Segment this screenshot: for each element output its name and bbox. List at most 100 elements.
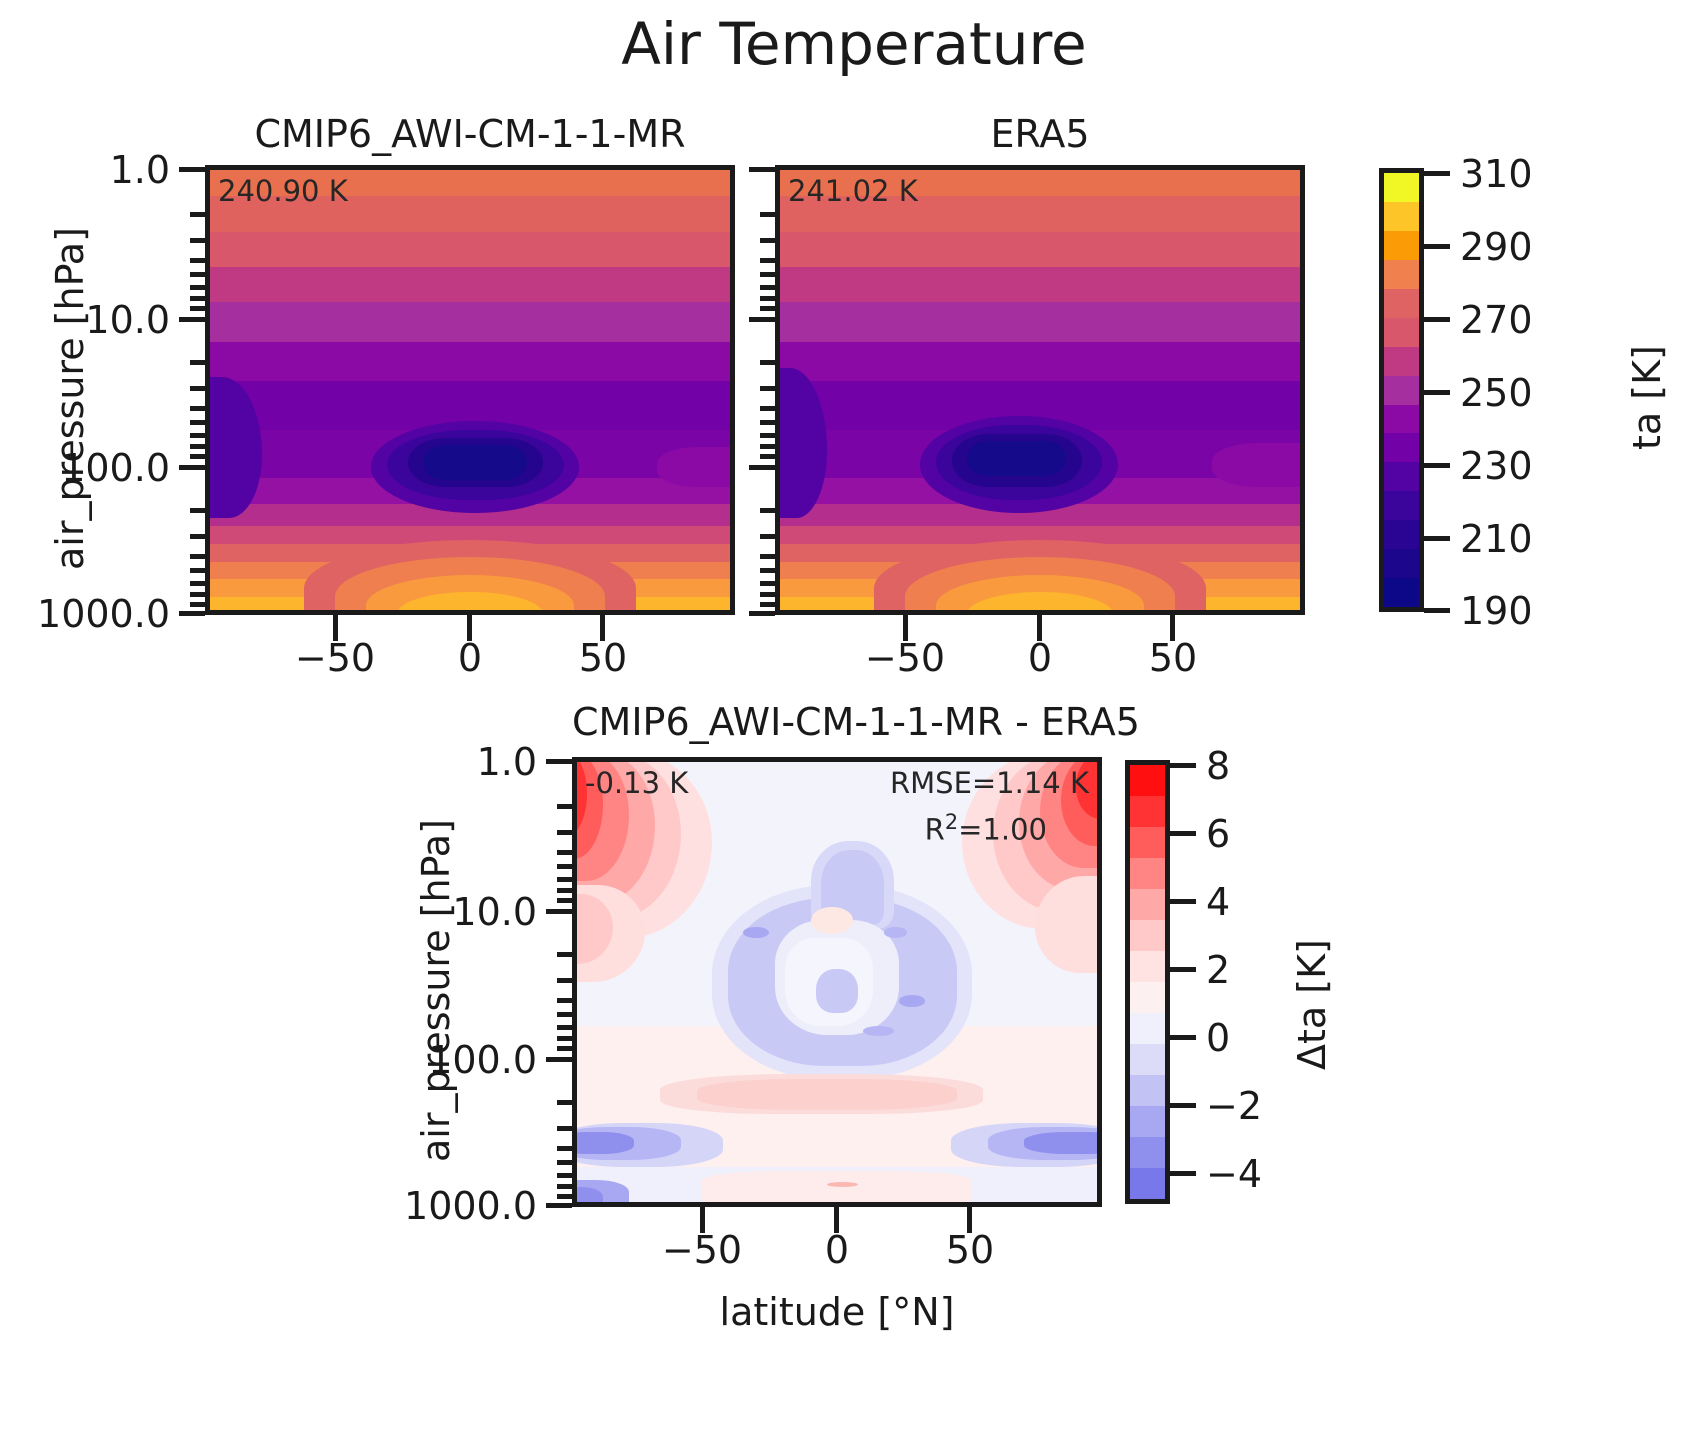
reference-xtick-label-0: 0	[1027, 636, 1053, 680]
reference-ytick-minor	[760, 554, 775, 559]
model-ytick-minor	[190, 306, 205, 311]
main-cbar-label-310: 310	[1460, 152, 1533, 196]
difference-xtick-neg50	[700, 1207, 705, 1233]
reference-xtick-neg50	[903, 615, 908, 641]
reference-ytick-minor	[760, 285, 775, 290]
model-xtick-0	[467, 615, 472, 641]
diff-cbar-tick-8	[1170, 763, 1196, 768]
difference-ytick-minor	[557, 1160, 572, 1165]
difference-ytick-minor	[557, 998, 572, 1003]
reference-xtick-0	[1037, 615, 1042, 641]
reference-xtick-label-neg50: −50	[864, 636, 946, 680]
cbar-segment	[1384, 578, 1419, 607]
diff-cbar-segment	[1130, 1075, 1165, 1107]
reference-ytick-minor	[760, 592, 775, 597]
model-ytick-minor	[190, 444, 205, 449]
difference-colorbar	[1125, 760, 1170, 1204]
diff-cbar-segment	[1130, 765, 1165, 797]
difference-ytick-minor	[557, 888, 572, 893]
reference-ytick-minor	[760, 360, 775, 365]
main-cbar-axis-label: ta [K]	[1625, 345, 1669, 450]
reference-panel-title: ERA5	[990, 112, 1090, 156]
difference-ytick-minor	[557, 1173, 572, 1178]
cbar-segment	[1384, 375, 1419, 405]
cbar-segment	[1384, 201, 1419, 231]
reference-ytick-minor	[760, 508, 775, 513]
difference-ytick-minor	[557, 804, 572, 809]
diff-cbar-segment	[1130, 982, 1165, 1014]
difference-xtick-50	[967, 1207, 972, 1233]
difference-ytick-minor	[557, 877, 572, 882]
model-ytick-1	[179, 167, 205, 172]
difference-mean-annotation: -0.13 K	[585, 766, 689, 800]
model-y-axis-label: air_pressure [hPa]	[48, 227, 92, 570]
reference-mean-annotation: 241.02 K	[788, 174, 918, 208]
diff-cbar-tick-2	[1170, 967, 1196, 972]
model-xtick-label-neg50: −50	[294, 636, 376, 680]
difference-xtick-0	[834, 1207, 839, 1233]
model-ytick-label-10: 10.0	[85, 298, 170, 342]
difference-ytick-minor	[557, 1025, 572, 1030]
main-cbar-tick-290	[1424, 244, 1450, 249]
cbar-segment	[1384, 173, 1419, 202]
model-ytick-minor	[190, 406, 205, 411]
main-cbar-label-290: 290	[1460, 225, 1533, 269]
reference-ytick-1	[749, 167, 775, 172]
diff-cbar-segment	[1130, 1168, 1165, 1199]
cbar-segment	[1384, 346, 1419, 376]
difference-ytick-label-1000: 1000.0	[404, 1184, 537, 1228]
model-xtick-label-0: 0	[457, 636, 483, 680]
main-cbar-tick-230	[1424, 463, 1450, 468]
model-ytick-minor	[190, 420, 205, 425]
model-contour-blobs	[210, 170, 730, 610]
cbar-segment	[1384, 259, 1419, 289]
main-cbar-tick-270	[1424, 317, 1450, 322]
difference-ytick-minor	[557, 1012, 572, 1017]
reference-ytick-minor	[760, 238, 775, 243]
model-ytick-10	[179, 317, 205, 322]
difference-x-axis-label: latitude [°N]	[719, 1290, 955, 1334]
difference-ytick-minor	[557, 1184, 572, 1189]
reference-xtick-50	[1170, 615, 1175, 641]
reference-xtick-label-50: 50	[1148, 636, 1198, 680]
reference-ytick-minor	[760, 406, 775, 411]
diff-cbar-label-neg2: −2	[1206, 1084, 1263, 1128]
model-mean-annotation: 240.90 K	[218, 174, 348, 208]
r2-exponent: 2	[944, 810, 959, 834]
reference-panel-axes: 241.02 K	[775, 165, 1305, 615]
main-cbar-tick-190	[1424, 608, 1450, 613]
diff-cbar-label-2: 2	[1206, 948, 1231, 992]
difference-xtick-label-0: 0	[824, 1228, 850, 1272]
model-ytick-minor	[190, 212, 205, 217]
reference-ytick-100	[749, 465, 775, 470]
main-cbar-label-250: 250	[1460, 371, 1533, 415]
model-xtick-label-50: 50	[578, 636, 628, 680]
reference-ytick-minor	[760, 420, 775, 425]
difference-ytick-minor	[557, 1036, 572, 1041]
model-ytick-label-100: 100.0	[61, 446, 170, 490]
difference-panel-title: CMIP6_AWI-CM-1-1-MR - ERA5	[572, 700, 1140, 744]
model-ytick-minor	[190, 360, 205, 365]
diff-cbar-segment	[1130, 1044, 1165, 1076]
diff-cbar-label-8: 8	[1206, 744, 1231, 788]
main-cbar-label-210: 210	[1460, 517, 1533, 561]
diff-cbar-segment	[1130, 1106, 1165, 1138]
model-ytick-minor	[190, 272, 205, 277]
main-cbar-label-190: 190	[1460, 589, 1533, 633]
diff-cbar-segment	[1130, 827, 1165, 859]
reference-ytick-10	[749, 317, 775, 322]
reference-ytick-minor	[760, 534, 775, 539]
diff-cbar-tick-neg2	[1170, 1103, 1196, 1108]
difference-ytick-minor	[557, 1100, 572, 1105]
cbar-segment	[1384, 520, 1419, 550]
reference-ytick-minor	[760, 386, 775, 391]
model-panel-axes: 240.90 K	[205, 165, 735, 615]
model-ytick-minor	[190, 508, 205, 513]
reference-ytick-minor	[760, 306, 775, 311]
reference-ytick-minor	[760, 444, 775, 449]
model-ytick-1000	[179, 611, 205, 616]
diff-cbar-label-4: 4	[1206, 880, 1231, 924]
cbar-segment	[1384, 317, 1419, 347]
diff-cbar-tick-neg4	[1170, 1171, 1196, 1176]
diff-cbar-segment	[1130, 858, 1165, 890]
